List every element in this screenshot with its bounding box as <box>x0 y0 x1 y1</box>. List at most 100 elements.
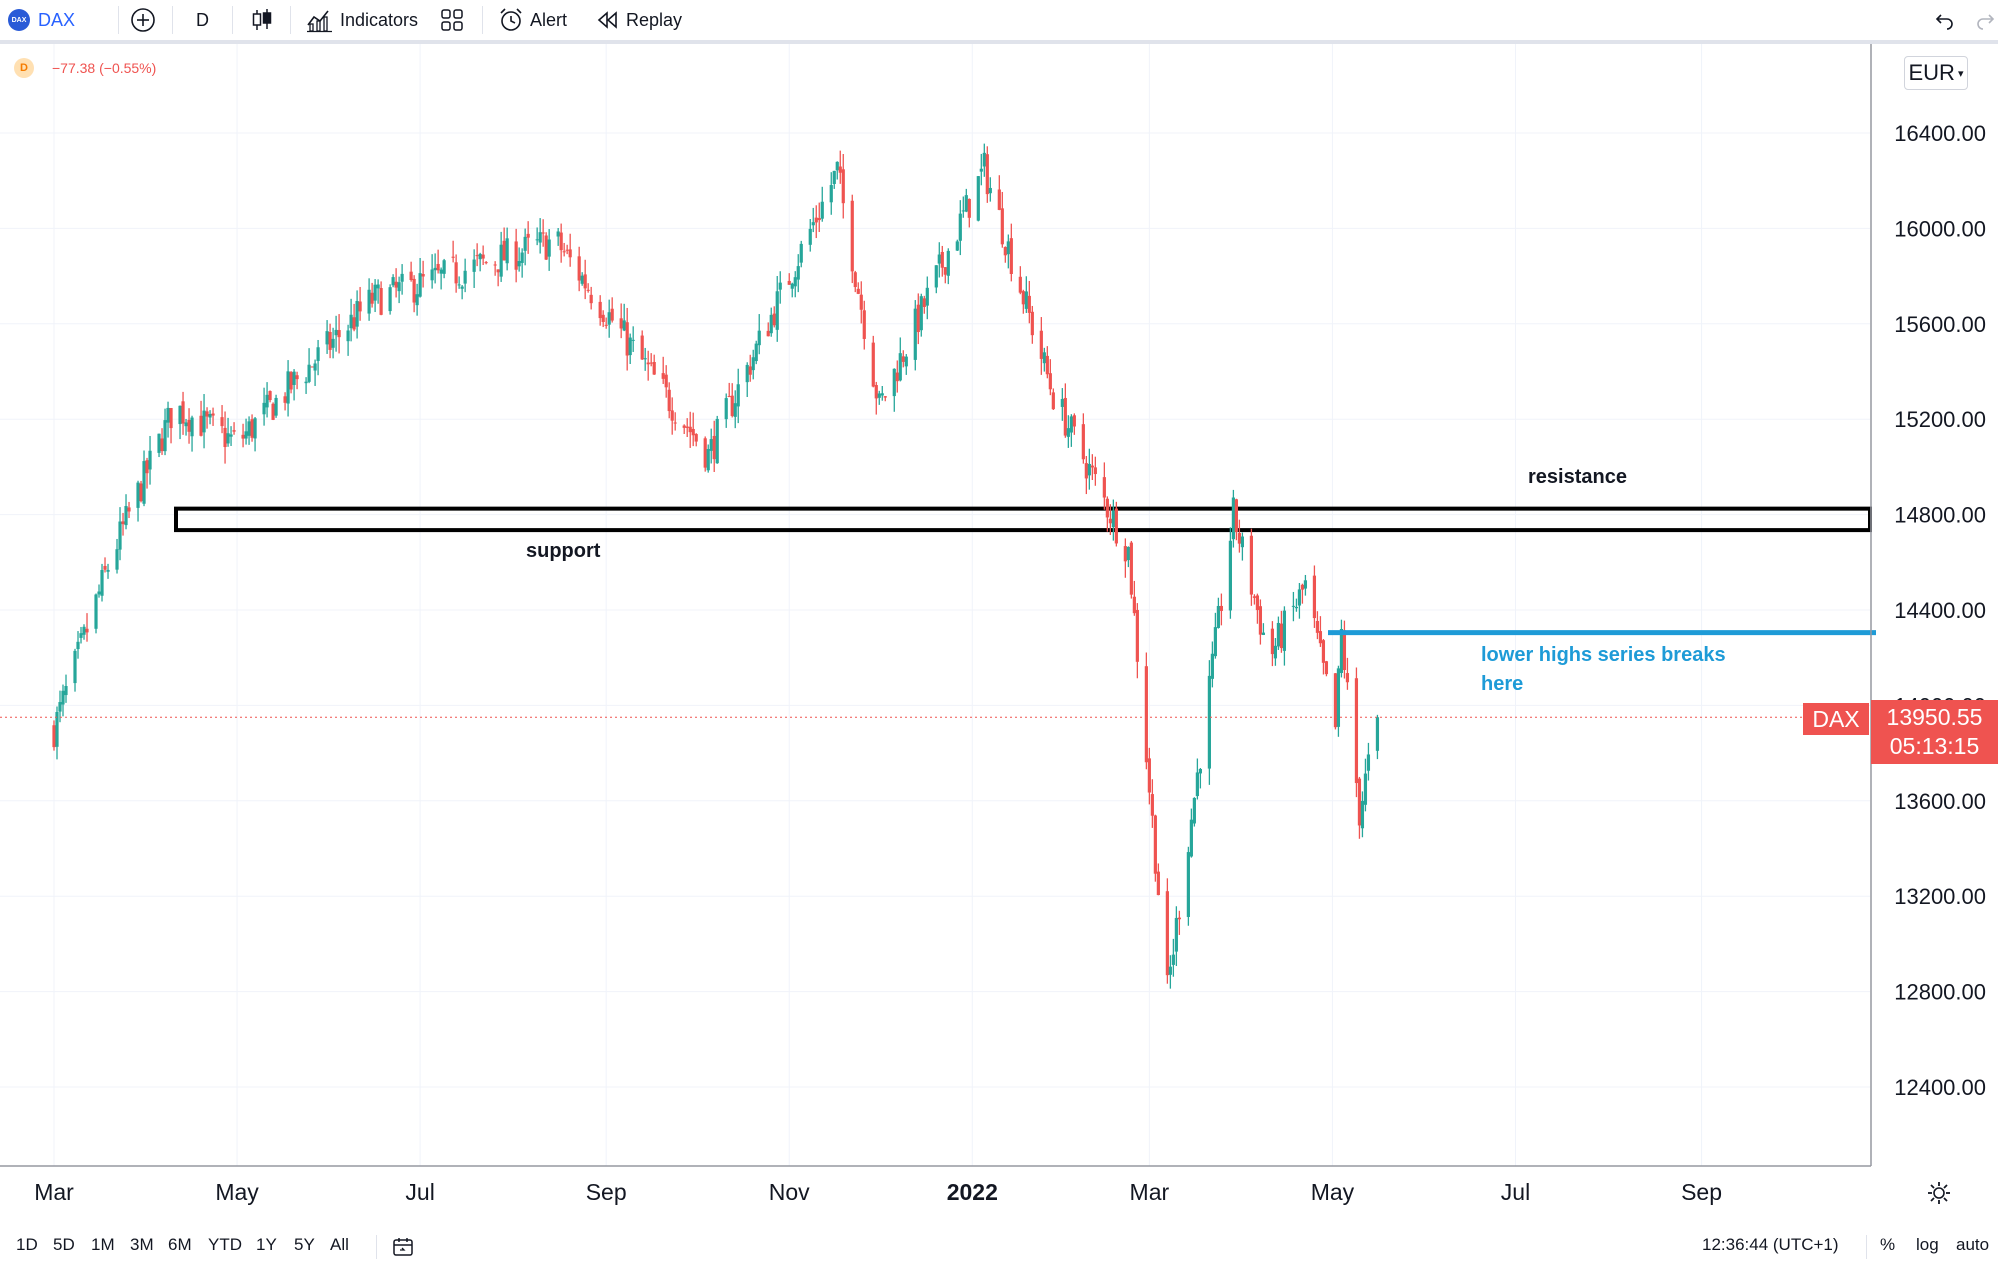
undo-button[interactable] <box>1934 0 1956 40</box>
candle-body <box>358 301 362 312</box>
range-button-ytd[interactable]: YTD <box>208 1235 242 1254</box>
candle-body <box>916 304 920 333</box>
currency-button[interactable]: EUR ▾ <box>1904 56 1968 90</box>
candle-body <box>346 330 350 342</box>
candle-body <box>1189 819 1193 857</box>
symbol-search[interactable]: DAX DAX <box>8 0 75 40</box>
candle-body <box>610 308 614 321</box>
candle-body <box>316 347 320 361</box>
candle-body <box>94 594 98 629</box>
candle-body <box>349 314 353 329</box>
candle-body <box>538 232 542 243</box>
candle-body <box>1375 717 1380 751</box>
candle-body <box>1231 497 1235 540</box>
candle-body <box>1072 415 1076 427</box>
compare-symbol-button[interactable] <box>130 0 156 40</box>
candle-body <box>712 435 716 460</box>
candle-body <box>958 213 962 241</box>
candle-body <box>493 264 497 266</box>
candle-body <box>769 314 773 334</box>
candle-body <box>157 433 161 453</box>
candle-body <box>1090 465 1094 468</box>
candle-body <box>883 396 887 398</box>
candle-body <box>442 260 446 274</box>
candle-body <box>1198 769 1202 774</box>
time-axis[interactable]: Mar May Jul Sep Nov 2022 Mar May Jul Sep <box>0 1165 1871 1205</box>
percent-scale-toggle[interactable]: % <box>1880 1235 1896 1254</box>
candle-body <box>772 313 776 326</box>
candle-body <box>1321 640 1326 663</box>
candle-body <box>1156 871 1160 896</box>
candles-icon <box>252 9 272 30</box>
log-scale-toggle[interactable]: log <box>1916 1235 1939 1254</box>
range-button-1y[interactable]: 1Y <box>256 1235 277 1254</box>
interval-label: D <box>196 9 209 30</box>
candle-body <box>976 176 980 221</box>
range-button-5y[interactable]: 5Y <box>294 1235 315 1254</box>
candle-body <box>643 358 647 360</box>
breakout-annotation[interactable]: lower highs series breaks here <box>1481 641 1726 699</box>
candle-body <box>163 420 167 452</box>
candle-body <box>433 267 437 271</box>
replay-button[interactable]: Replay <box>596 0 682 40</box>
price-axis[interactable]: 16400.00 16000.00 15600.00 15200.00 14800.00… <box>1870 44 1986 1166</box>
candle-body <box>667 389 671 412</box>
candle-body <box>601 314 605 322</box>
alert-button[interactable]: Alert <box>498 0 567 40</box>
support-resistance-zone[interactable] <box>174 506 1872 533</box>
layout-grid-icon <box>441 9 463 31</box>
range-button-5d[interactable]: 5D <box>53 1235 75 1254</box>
candle-body <box>460 286 464 289</box>
price-tick-label: 14800.00 <box>1894 503 1986 528</box>
range-button-all[interactable]: All <box>330 1235 349 1254</box>
candle-body <box>997 189 1001 210</box>
candle-body <box>1324 661 1329 675</box>
candle-body <box>688 426 692 433</box>
price-chart[interactable]: 16400.00 16000.00 15600.00 15200.00 14800.00… <box>0 44 1998 1227</box>
candle-body <box>859 294 863 310</box>
clock-display[interactable]: 12:36:44 (UTC+1) <box>1702 1235 1839 1254</box>
candle-body <box>1279 623 1284 649</box>
candle-body <box>1213 627 1217 657</box>
redo-button[interactable] <box>1974 0 1996 40</box>
resistance-label[interactable]: resistance <box>1528 466 1627 488</box>
auto-scale-toggle[interactable]: auto <box>1956 1235 1990 1254</box>
candle-body <box>232 430 236 432</box>
candle-body <box>292 371 296 385</box>
candle-body <box>199 415 203 436</box>
zone-rectangle[interactable] <box>174 506 1872 533</box>
time-tick-label: Sep <box>1681 1179 1722 1205</box>
candle-body <box>940 251 944 268</box>
candle-body <box>115 549 119 570</box>
candle-body <box>184 422 188 427</box>
candle-body <box>652 361 656 375</box>
candle-body <box>127 507 131 512</box>
candle-body <box>832 170 836 184</box>
range-button-1m[interactable]: 1M <box>91 1235 115 1254</box>
goto-date-icon[interactable] <box>392 1236 414 1258</box>
candle-body <box>283 396 287 403</box>
candle-body <box>541 232 545 234</box>
support-label[interactable]: support <box>526 540 601 562</box>
candle-body <box>1342 630 1347 671</box>
candle-body <box>103 565 107 570</box>
candle-body <box>1270 628 1275 655</box>
candle-body <box>1186 852 1190 917</box>
layout-button[interactable] <box>440 0 464 40</box>
interval-button[interactable]: D <box>196 0 209 40</box>
candle-body <box>898 353 902 381</box>
range-button-1d[interactable]: 1D <box>16 1235 38 1254</box>
candle-body <box>1000 208 1004 245</box>
candle-body <box>628 337 632 356</box>
range-button-3m[interactable]: 3M <box>130 1235 154 1254</box>
indicators-button[interactable]: Indicators <box>306 0 418 40</box>
chart-type-button[interactable] <box>250 0 274 40</box>
symbol-name[interactable]: DAX <box>38 9 76 30</box>
candle-body <box>841 169 845 204</box>
gear-icon[interactable] <box>1926 1180 1952 1206</box>
bottom-toolbar: 1D 5D 1M 3M 6M YTD 1Y 5Y All 12:36:44 (U… <box>0 1227 1998 1267</box>
range-button-6m[interactable]: 6M <box>168 1235 192 1254</box>
candle-body <box>1312 575 1317 619</box>
last-price-badge: 13950.55 05:13:15 <box>1871 700 1998 764</box>
candle-body <box>733 403 737 417</box>
